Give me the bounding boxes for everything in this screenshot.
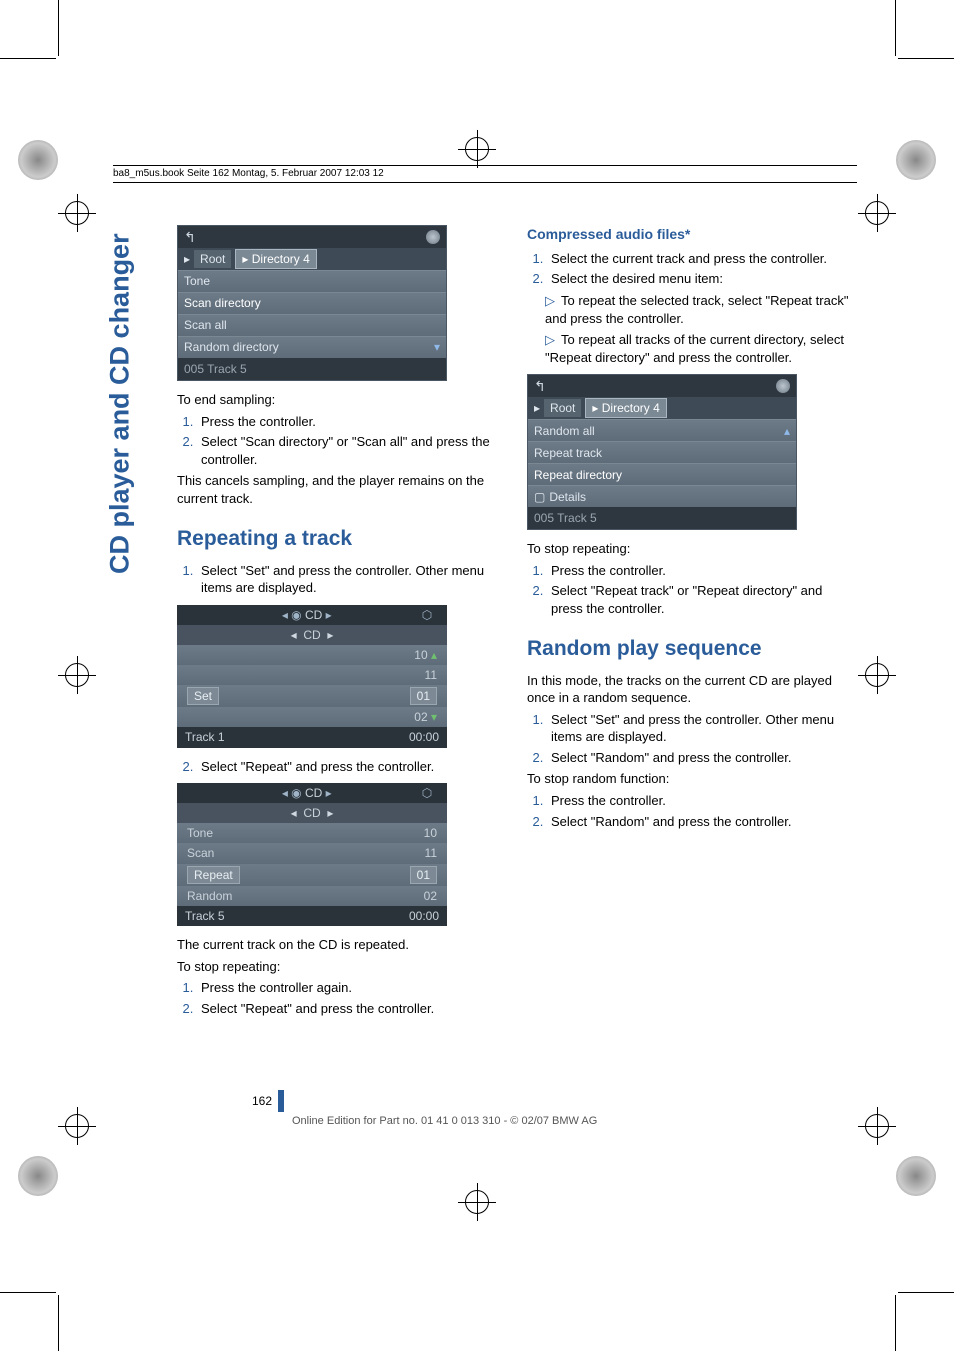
footer-text: Online Edition for Part no. 01 41 0 013 … (292, 1115, 597, 1127)
knob-icon (426, 230, 440, 244)
back-icon: ↰ (184, 228, 196, 247)
breadcrumb-caret-icon: ▸ (592, 401, 598, 415)
body-text: To end sampling: (177, 391, 503, 409)
gear-icon: ⬡ (422, 607, 432, 623)
play-down-icon: ▾ (431, 710, 437, 724)
step-item: Select the current track and press the c… (547, 250, 853, 268)
breadcrumb-caret-icon: ▸ (184, 251, 190, 267)
step-list: Select "Set" and press the controller. O… (177, 562, 503, 597)
registration-target-icon (862, 198, 892, 228)
registration-target-icon (62, 1111, 92, 1141)
sub-bullet: ▷To repeat all tracks of the current dir… (545, 331, 853, 366)
gear-icon: ⬡ (422, 785, 432, 801)
knob-icon (776, 379, 790, 393)
step-list: Press the controller again. Select "Repe… (177, 979, 503, 1017)
page-bar-icon (278, 1090, 284, 1112)
menu-item: Random all▴ (528, 419, 796, 441)
step-list: Select "Repeat" and press the controller… (177, 758, 503, 776)
body-text: In this mode, the tracks on the current … (527, 672, 853, 707)
menu-item: Repeat directory (528, 463, 796, 485)
breadcrumb-caret-icon: ▸ (242, 252, 248, 266)
section-tab: CD player and CD changer (105, 224, 135, 574)
screenshot-repeat-menu: ↰ ▸ Root ▸ Directory 4 Random all▴ Repea… (527, 374, 797, 530)
time-label: 00:00 (409, 908, 439, 924)
step-list: Select the current track and press the c… (527, 250, 853, 288)
registration-target-icon (62, 660, 92, 690)
registration-dot-icon (896, 140, 936, 180)
step-list: Press the controller. Select "Scan direc… (177, 413, 503, 469)
registration-dot-icon (896, 1156, 936, 1196)
triangle-bullet-icon: ▷ (545, 332, 555, 347)
section-heading: Random play sequence (527, 635, 853, 663)
body-text: This cancels sampling, and the player re… (177, 472, 503, 507)
menu-item: ▢Details (528, 485, 796, 507)
breadcrumb-root: Root (544, 399, 581, 417)
step-item: Select "Random" and press the controller… (547, 813, 853, 831)
screenshot-cd-repeat: ◂ ◉ CD ▸⬡ ◂ CD ▸ Tone10 Scan11 Repeat01 … (177, 783, 447, 926)
menu-item: Scan all (178, 314, 446, 336)
registration-target-icon (462, 134, 492, 164)
step-list: Press the controller. Select "Repeat tra… (527, 562, 853, 618)
body-text: To stop random function: (527, 770, 853, 788)
step-item: Select "Repeat" and press the controller… (197, 758, 503, 776)
registration-target-icon (862, 660, 892, 690)
body-text: To stop repeating: (527, 540, 853, 558)
body-text: The current track on the CD is repeated. (177, 936, 503, 954)
breadcrumb-directory: ▸ Directory 4 (235, 249, 316, 269)
step-item: Select "Random" and press the controller… (547, 749, 853, 767)
step-item: Press the controller. (197, 413, 503, 431)
step-item: Press the controller. (547, 562, 853, 580)
back-icon: ↰ (534, 377, 546, 396)
time-label: 00:00 (409, 729, 439, 745)
status-bar: 005 Track 5 (528, 507, 796, 529)
registration-target-icon (862, 1111, 892, 1141)
registration-target-icon (462, 1187, 492, 1217)
registration-target-icon (62, 198, 92, 228)
breadcrumb-caret-icon: ▸ (534, 400, 540, 416)
details-box-icon: ▢ (534, 489, 545, 505)
menu-item: Scan directory (178, 292, 446, 314)
triangle-bullet-icon: ▷ (545, 293, 555, 308)
registration-dot-icon (18, 140, 58, 180)
menu-item: Random directory▾ (178, 336, 446, 358)
chevron-up-icon: ▴ (784, 423, 790, 439)
play-up-icon: ▴ (431, 648, 437, 662)
step-item: Press the controller again. (197, 979, 503, 997)
set-chip: Set (187, 687, 219, 705)
status-bar: 005 Track 5 (178, 358, 446, 380)
track-label: Track 5 (185, 908, 225, 924)
registration-dot-icon (18, 1156, 58, 1196)
step-list: Press the controller. Select "Random" an… (527, 792, 853, 830)
body-text: To stop repeating: (177, 958, 503, 976)
track-label: Track 1 (185, 729, 225, 745)
step-item: Select "Set" and press the controller. O… (547, 711, 853, 746)
sub-bullet: ▷To repeat the selected track, select "R… (545, 292, 853, 327)
step-item: Select the desired menu item: (547, 270, 853, 288)
step-item: Select "Repeat track" or "Repeat directo… (547, 582, 853, 617)
step-item: Select "Set" and press the controller. O… (197, 562, 503, 597)
menu-item: Tone (178, 270, 446, 292)
screenshot-cd-set: ◂ ◉ CD ▸⬡ ◂ CD ▸ 10 ▴ 11 Set01 02 ▾ Trac… (177, 605, 447, 748)
left-column: ↰ ▸ Root ▸ Directory 4 Tone Scan directo… (177, 225, 503, 1021)
page-number: 162 (252, 1094, 272, 1108)
breadcrumb-directory: ▸ Directory 4 (585, 398, 666, 418)
step-item: Press the controller. (547, 792, 853, 810)
chevron-down-icon: ▾ (434, 339, 440, 355)
step-list: Select "Set" and press the controller. O… (527, 711, 853, 767)
step-item: Select "Repeat" and press the controller… (197, 1000, 503, 1018)
right-column: Compressed audio files* Select the curre… (527, 225, 853, 1021)
step-item: Select "Scan directory" or "Scan all" an… (197, 433, 503, 468)
menu-item: Repeat track (528, 441, 796, 463)
repeat-chip: Repeat (187, 866, 240, 884)
header-text: ba8_m5us.book Seite 162 Montag, 5. Febru… (113, 168, 384, 179)
screenshot-scan-menu: ↰ ▸ Root ▸ Directory 4 Tone Scan directo… (177, 225, 447, 381)
breadcrumb-root: Root (194, 250, 231, 268)
subsection-heading: Compressed audio files* (527, 225, 853, 244)
section-heading: Repeating a track (177, 525, 503, 553)
